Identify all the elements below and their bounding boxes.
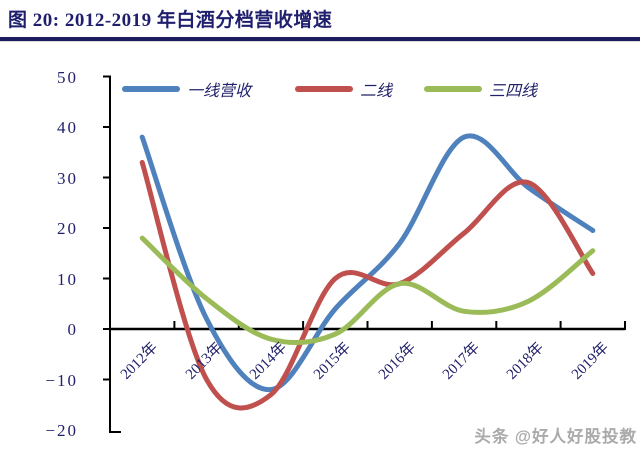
- y-tick-label: 20: [57, 219, 78, 238]
- legend-item-2: 三四线: [424, 77, 537, 101]
- legend-swatch-0: [122, 86, 180, 92]
- y-tick-label: 40: [57, 118, 78, 137]
- legend-label-2: 三四线: [489, 83, 538, 100]
- watermark-text: 头条 @好人好股投教: [474, 428, 637, 446]
- legend-item-1: 二线: [295, 77, 392, 101]
- legend-label-0: 一线营收: [187, 83, 252, 100]
- series-line-2: [139, 235, 596, 345]
- y-tick-label: −20: [45, 421, 78, 440]
- legend-swatch-2: [424, 86, 482, 92]
- title-divider: [0, 37, 640, 42]
- series-line-0: [139, 133, 596, 393]
- legend-label-1: 二线: [360, 83, 393, 100]
- y-tick-label: 50: [57, 67, 78, 87]
- legend-item-0: 一线营收: [122, 77, 251, 101]
- chart-title: 图 20: 2012-2019 年白酒分档营收增速: [8, 10, 333, 31]
- y-tick-label: 0: [67, 320, 78, 339]
- y-tick-label: −10: [45, 370, 78, 390]
- y-tick-label: 10: [57, 269, 78, 289]
- series-line-1: [139, 159, 596, 411]
- y-tick-label: 30: [57, 168, 78, 188]
- legend-swatch-1: [295, 86, 353, 92]
